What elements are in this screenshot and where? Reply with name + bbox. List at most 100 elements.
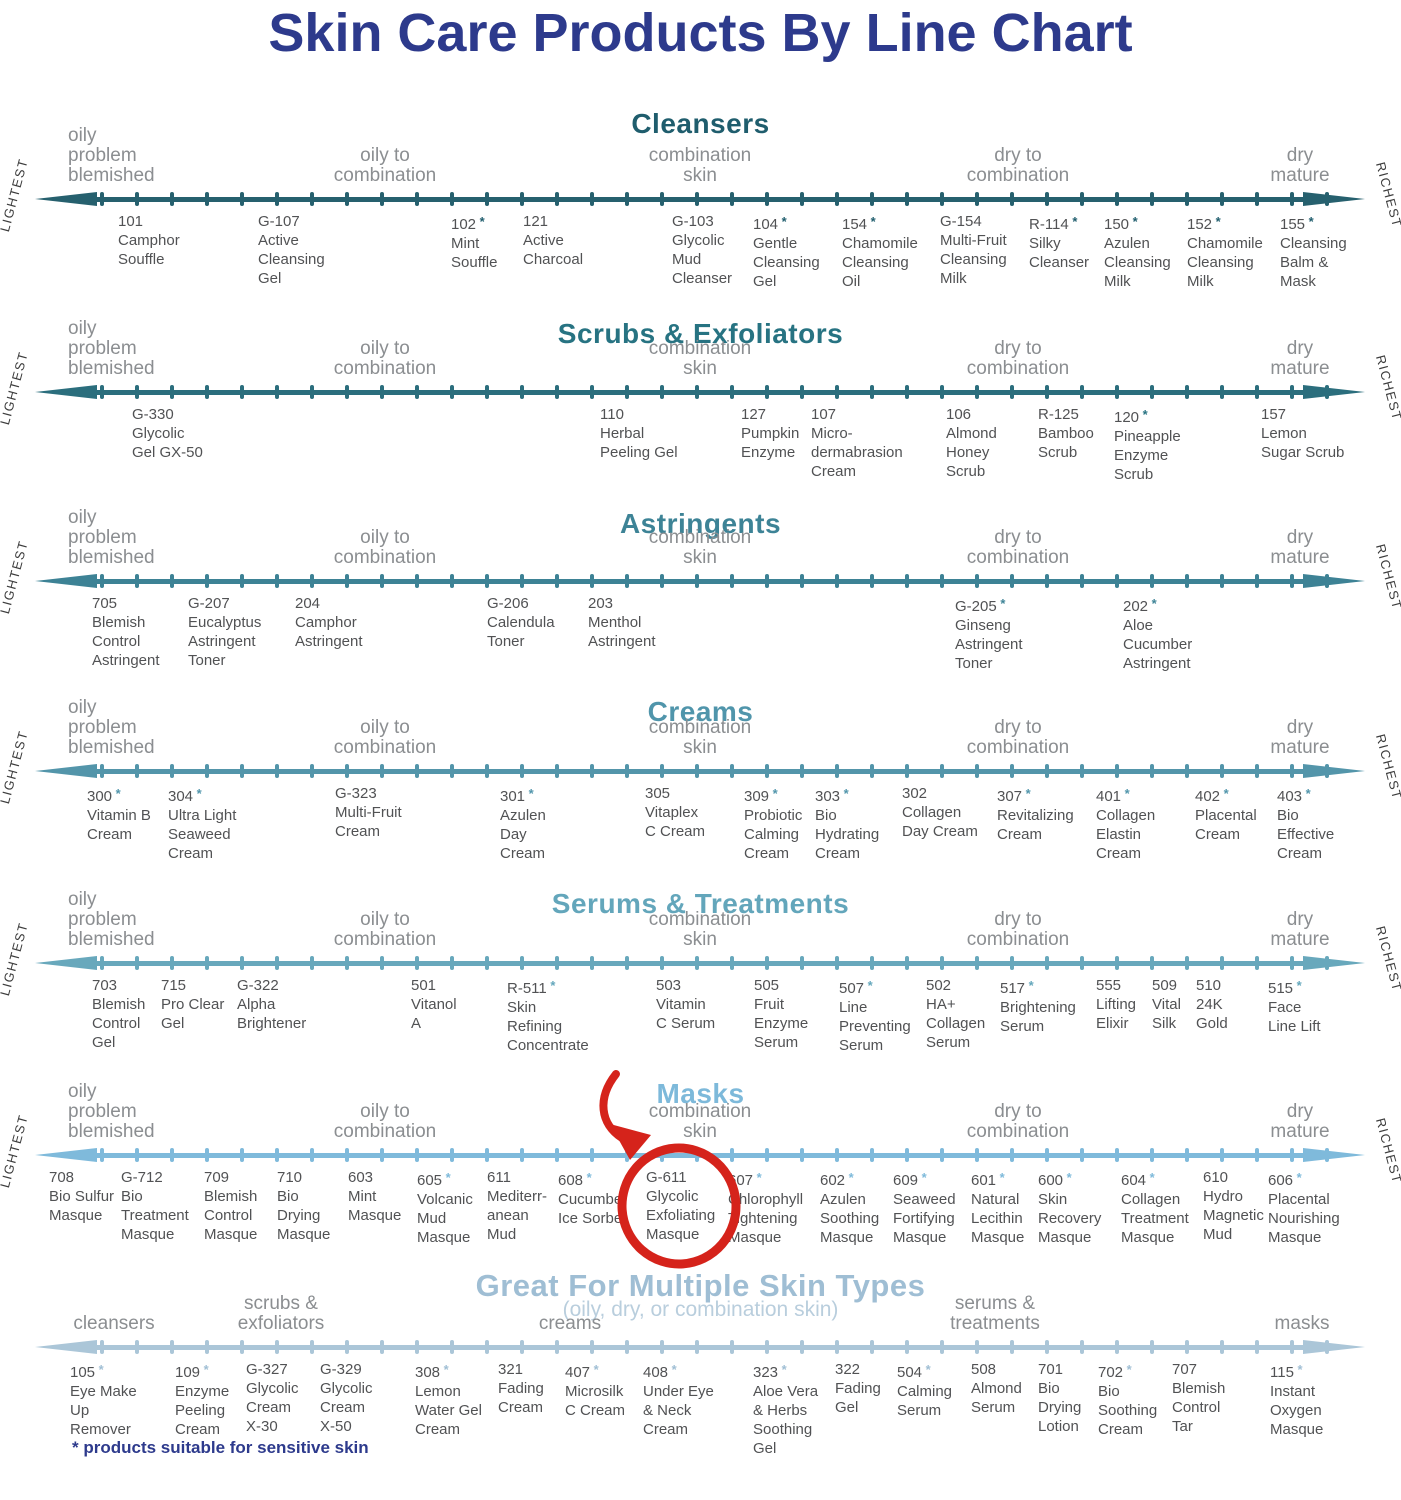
product-code: 115 * — [1270, 1362, 1303, 1381]
product-code: 203 — [588, 595, 614, 612]
product-code: 509 — [1152, 977, 1178, 994]
axis-tick — [1325, 956, 1329, 970]
axis-tick — [940, 1148, 944, 1162]
product-name: Skin Recovery Masque — [1038, 1191, 1102, 1246]
axis-tick — [380, 956, 384, 970]
product-G-154: G-154 Multi-Fruit Cleansing Milk — [940, 212, 1007, 288]
axis-tick — [1150, 574, 1154, 588]
product-code: 401 * — [1096, 786, 1130, 805]
sensitive-star: * — [867, 214, 876, 229]
sensitive-star: * — [1139, 407, 1148, 422]
axis-tick — [1045, 192, 1049, 206]
product-name: HA+ Collagen Serum — [926, 996, 986, 1051]
product-name: Almond Serum — [971, 1380, 1022, 1416]
axis-tick — [1080, 385, 1084, 399]
richest-label: RICHEST — [1373, 160, 1401, 230]
axis-tick — [800, 1148, 804, 1162]
axis-tick — [310, 574, 314, 588]
product-code: 709 — [204, 1169, 230, 1186]
axis-tick — [450, 1340, 454, 1354]
product-code: G-207 — [188, 595, 230, 612]
product-code: G-611 — [646, 1169, 687, 1186]
axis-tick — [450, 192, 454, 206]
sensitive-star: * — [769, 786, 778, 801]
axis-tick — [1185, 764, 1189, 778]
axis-tick — [1150, 192, 1154, 206]
product-code: 157 — [1261, 406, 1287, 423]
axis-tick — [555, 764, 559, 778]
axis-tick — [1185, 1340, 1189, 1354]
product-name: Gentle Cleansing Gel — [753, 235, 820, 290]
product-name: Microsilk C Cream — [565, 1383, 626, 1419]
product-code: 505 — [754, 977, 780, 994]
axis-tick — [345, 956, 349, 970]
sensitive-star: * — [440, 1362, 449, 1377]
skin-type-label-astringents-2: combination skin — [648, 527, 752, 568]
product-305: 305 Vitaplex C Cream — [645, 784, 705, 841]
axis-tick — [625, 192, 629, 206]
axis-tick — [555, 956, 559, 970]
product-code: 707 — [1172, 1361, 1198, 1378]
axis-tick — [765, 764, 769, 778]
product-G-330: G-330 Glycolic Gel GX-50 — [132, 405, 203, 462]
skin-type-label-multi-0: cleansers — [73, 1313, 155, 1334]
product-323: 323 * Aloe Vera & Herbs Soothing Gel — [753, 1360, 818, 1458]
sensitive-star: * — [1220, 786, 1229, 801]
section-heading-masks: Masks — [656, 1078, 745, 1109]
axis-tick — [800, 956, 804, 970]
product-name: Cucumber Ice Sorbet — [558, 1191, 628, 1227]
axis-tick — [835, 1340, 839, 1354]
product-name: Fading Cream — [498, 1380, 544, 1416]
axis-tick — [240, 385, 244, 399]
product-402: 402 * Placental Cream — [1195, 784, 1257, 844]
axis-tick — [100, 956, 104, 970]
product-name: Placental Cream — [1195, 807, 1257, 843]
product-name: Active Cleansing Gel — [258, 232, 325, 287]
axis-tick — [380, 764, 384, 778]
sensitive-star: * — [918, 1170, 927, 1185]
axis-arrow-left-scrubs — [35, 385, 97, 399]
axis-tick — [1325, 192, 1329, 206]
sensitive-star: * — [476, 214, 485, 229]
product-code: 708 — [49, 1169, 75, 1186]
axis-tick — [520, 385, 524, 399]
axis-tick — [1115, 192, 1119, 206]
product-name: Pineapple Enzyme Scrub — [1114, 428, 1181, 483]
product-707: 707 Blemish Control Tar — [1172, 1360, 1225, 1436]
richest-label: RICHEST — [1373, 1116, 1401, 1186]
axis-tick — [555, 192, 559, 206]
product-code: 204 — [295, 595, 321, 612]
skin-type-label-multi-1: scrubs & exfoliators — [237, 1293, 325, 1334]
product-name: Calming Serum — [897, 1383, 953, 1419]
axis-tick — [975, 192, 979, 206]
product-code: 710 — [277, 1169, 303, 1186]
axis-tick — [1080, 192, 1084, 206]
product-code: G-330 — [132, 406, 174, 423]
axis-tick — [835, 764, 839, 778]
axis-tick — [555, 1148, 559, 1162]
axis-tick — [345, 192, 349, 206]
product-120: 120 * Pineapple Enzyme Scrub — [1114, 405, 1181, 484]
product-name: Bio Effective Cream — [1277, 807, 1335, 862]
product-303: 303 * Bio Hydrating Cream — [815, 784, 879, 863]
product-name: Vitanol A — [411, 996, 457, 1032]
axis-tick — [975, 956, 979, 970]
axis-arrow-left-multi — [35, 1340, 97, 1354]
sensitive-star: * — [753, 1170, 762, 1185]
product-code: 202 * — [1123, 596, 1157, 615]
product-605: 605 * Volcanic Mud Masque — [417, 1168, 473, 1247]
skin-type-label-masks-2: combination skin — [648, 1101, 752, 1142]
product-name: 24K Gold — [1196, 996, 1228, 1032]
product-name: Glycolic Exfoliating Masque — [646, 1188, 716, 1243]
axis-tick — [310, 956, 314, 970]
skin-type-label-scrubs-1: oily to combination — [333, 338, 437, 379]
product-name: Probiotic Calming Cream — [744, 807, 803, 862]
product-601: 601 * Natural Lecithin Masque — [971, 1168, 1024, 1247]
axis-tick — [590, 385, 594, 399]
axis-tick — [1115, 1340, 1119, 1354]
product-code: G-322 — [237, 977, 279, 994]
sensitive-star: * — [95, 1362, 104, 1377]
sensitive-star: * — [583, 1170, 592, 1185]
product-code: 154 * — [842, 214, 876, 233]
axis-tick — [765, 192, 769, 206]
